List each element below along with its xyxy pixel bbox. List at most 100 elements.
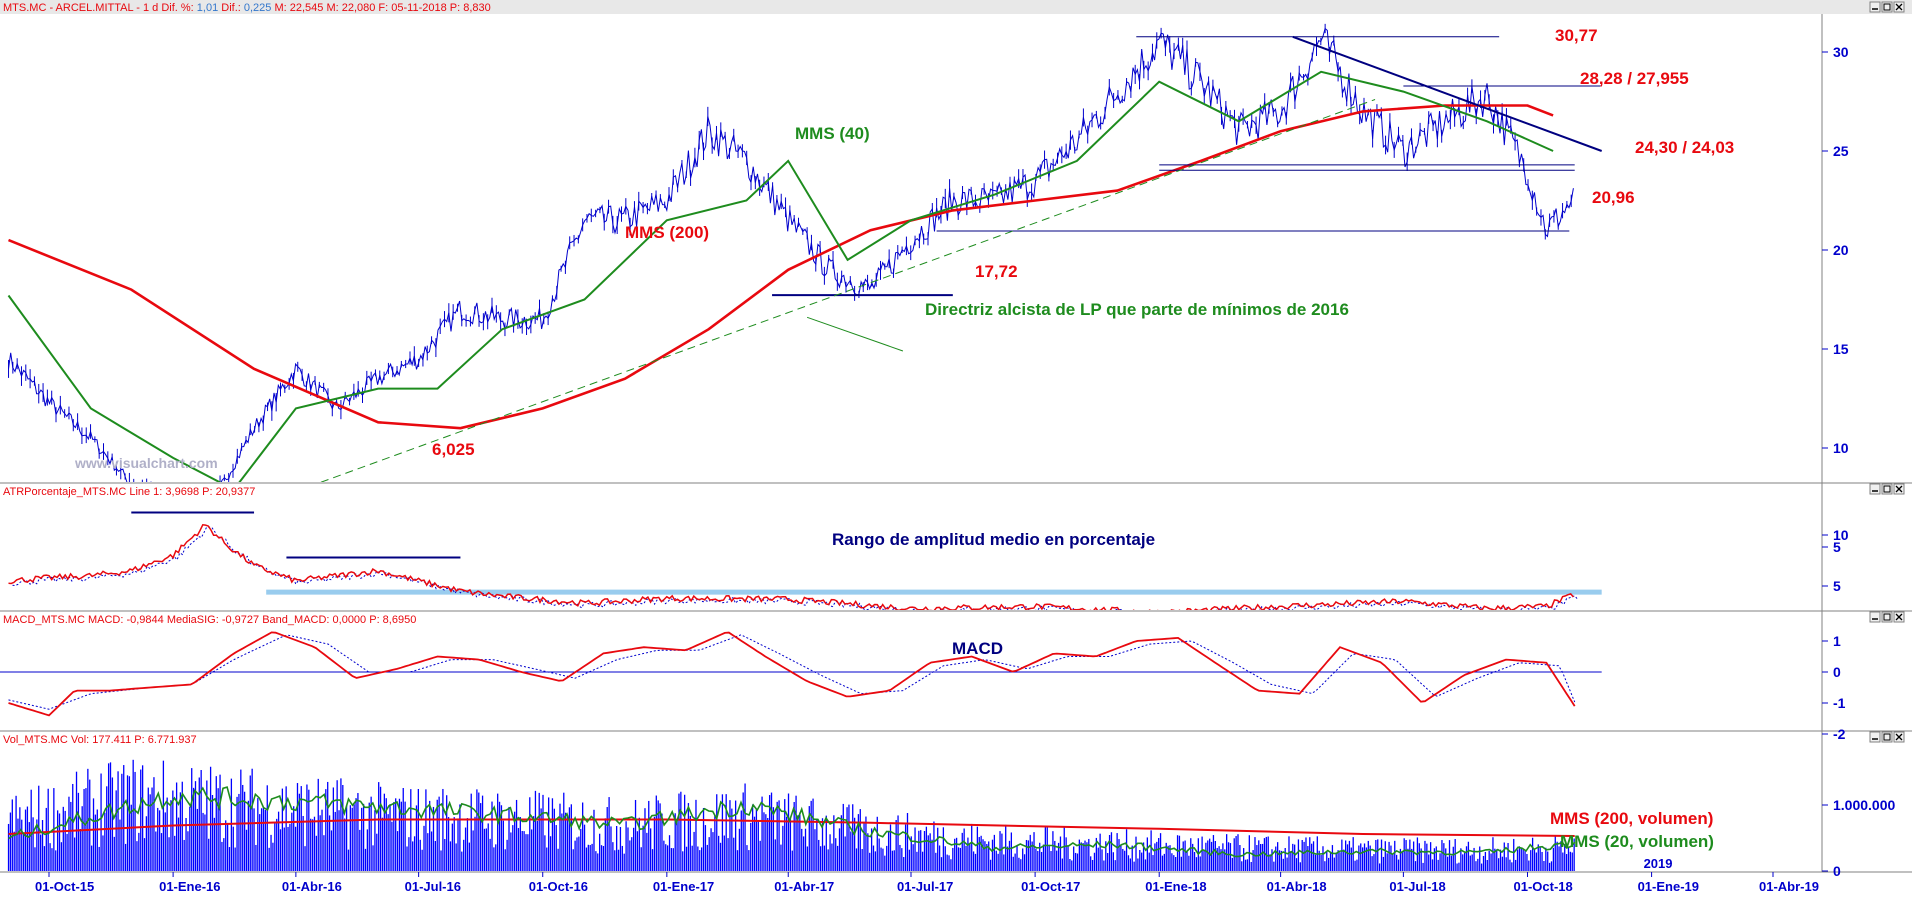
macd-line <box>8 631 1576 717</box>
price-series-line <box>8 27 1574 482</box>
date-tick-label: 01-Abr-16 <box>282 879 342 892</box>
atr-header: ATRPorcentaje_MTS.MC Line 1: 3,9698 P: 2… <box>3 486 255 498</box>
atr-maximize-button[interactable] <box>1881 483 1893 495</box>
date-tick-label: 01-Oct-16 <box>529 879 588 892</box>
price-maximize-button[interactable] <box>1881 1 1893 13</box>
date-tick-label: 01-Oct-15 <box>35 879 94 892</box>
label-vol-mms200: MMS (200, volumen) <box>1550 809 1713 828</box>
label-atr-title: Rango de amplitud medio en porcentaje <box>832 530 1155 549</box>
price-tick-label: 5 <box>1833 539 1841 555</box>
atr-panel <box>8 511 1602 610</box>
vol-mms200-line <box>8 818 1575 837</box>
macd-signal-line <box>8 634 1576 710</box>
label-30-77: 30,77 <box>1555 26 1598 45</box>
date-tick-label: 01-Ene-17 <box>653 879 714 892</box>
vol-minimize-button[interactable] <box>1869 731 1881 743</box>
watermark: www.visualchart.com <box>74 455 218 471</box>
price-header-m1: M: 22,545 <box>274 2 326 14</box>
date-tick-label: 01-Jul-18 <box>1389 879 1445 892</box>
price-minimize-button[interactable] <box>1869 1 1881 13</box>
atr-minimize-button[interactable] <box>1869 483 1881 495</box>
date-tick-label: 01-Oct-17 <box>1021 879 1080 892</box>
vol-header-p: P: 6.771.937 <box>134 734 196 746</box>
panel-frames <box>0 0 1912 873</box>
price-header-date: F: 05-11-2018 <box>378 2 449 14</box>
label-24-30: 24,30 / 24,03 <box>1635 138 1734 157</box>
atr-window-buttons <box>1869 483 1905 495</box>
macd-tick-label: 0 <box>1833 664 1841 680</box>
label-20-96: 20,96 <box>1592 188 1635 207</box>
label-6-025: 6,025 <box>432 440 475 459</box>
macd-minimize-button[interactable] <box>1869 611 1881 623</box>
label-mms40: MMS (40) <box>795 124 870 143</box>
date-tick-label: 01-Ene-16 <box>159 879 220 892</box>
price-bars <box>8 23 1572 482</box>
long-term-trendline <box>320 99 1376 482</box>
price-close-button[interactable] <box>1893 1 1905 13</box>
vol-tick-label: 0 <box>1833 863 1841 879</box>
vol-mms20-line <box>8 786 1576 858</box>
macd-header-macd: MACD: -0,9844 <box>88 614 167 626</box>
macd-header-name: MACD_MTS.MC <box>3 614 88 626</box>
mms200-line <box>8 104 1554 430</box>
mms40-line <box>7 70 1554 482</box>
vol-header-vol: Vol: 177.411 <box>71 734 134 746</box>
vol-close-button[interactable] <box>1893 731 1905 743</box>
volume-panel <box>7 759 1576 871</box>
atr-header-line: Line 1: 3,9698 <box>129 486 202 498</box>
label-17-72: 17,72 <box>975 262 1018 281</box>
price-header-dif-value: 0,225 <box>241 2 275 14</box>
date-tick-label: 01-Abr-18 <box>1267 879 1327 892</box>
macd-tick-label: -1 <box>1833 695 1846 711</box>
vol-header-name: Vol_MTS.MC <box>3 734 71 746</box>
macd-tick-label: 1 <box>1833 633 1841 649</box>
macd-tick-label: -2 <box>1833 726 1846 742</box>
date-tick-label: 01-Abr-19 <box>1759 879 1819 892</box>
atr-header-p: P: 20,9377 <box>202 486 255 498</box>
vol-maximize-button[interactable] <box>1881 731 1893 743</box>
vol-window-buttons <box>1869 731 1905 743</box>
date-tick-label: 01-Jul-16 <box>405 879 461 892</box>
price-header-p: P: 8,830 <box>450 2 491 14</box>
price-header-symbol: MTS.MC - ARCEL.MITTAL - <box>3 2 143 14</box>
atr-header-name: ATRPorcentaje_MTS.MC <box>3 486 129 498</box>
macd-header: MACD_MTS.MC MACD: -0,9844 MediaSIG: -0,9… <box>3 614 416 626</box>
price-header: MTS.MC - ARCEL.MITTAL - 1 d Dif. %: 1,01… <box>3 2 491 14</box>
label-28-28: 28,28 / 27,955 <box>1580 69 1689 88</box>
atr-tick-label: 5 <box>1833 578 1841 594</box>
macd-close-button[interactable] <box>1893 611 1905 623</box>
price-tick-label: 15 <box>1833 341 1849 357</box>
date-tick-label: 01-Ene-19 <box>1638 879 1699 892</box>
trendline-pointer <box>806 316 904 352</box>
year-marker: 2019 <box>1644 856 1673 871</box>
atr-close-button[interactable] <box>1893 483 1905 495</box>
macd-header-sig: MediaSIG: -0,9727 <box>167 614 262 626</box>
price-header-dif-label: Dif.: <box>221 2 241 14</box>
price-header-dif-pct-value: 1,01 <box>194 2 222 14</box>
label-macd: MACD <box>952 639 1003 658</box>
price-tick-label: 25 <box>1833 143 1849 159</box>
price-tick-label: 10 <box>1833 440 1849 456</box>
price-header-m2: M: 22,080 <box>326 2 378 14</box>
atr-line <box>8 523 1574 610</box>
macd-maximize-button[interactable] <box>1881 611 1893 623</box>
macd-window-buttons <box>1869 611 1905 623</box>
date-tick-label: 01-Oct-18 <box>1513 879 1572 892</box>
date-tick-label: 01-Jul-17 <box>897 879 953 892</box>
macd-header-band: Band_MACD: 0,0000 <box>262 614 369 626</box>
bearish-trendline <box>1292 35 1603 152</box>
vol-header: Vol_MTS.MC Vol: 177.411 P: 6.771.937 <box>3 734 197 746</box>
date-tick-label: 01-Ene-18 <box>1145 879 1206 892</box>
price-tick-label: 30 <box>1833 44 1849 60</box>
price-tick-label: 20 <box>1833 242 1849 258</box>
macd-header-p: P: 8,6950 <box>369 614 416 626</box>
label-vol-mms20: MMS (20, volumen) <box>1560 832 1714 851</box>
label-mms200: MMS (200) <box>625 223 709 242</box>
macd-panel <box>0 631 1602 717</box>
vol-tick-label: 1.000.000 <box>1833 797 1895 813</box>
price-header-period: 1 d <box>143 2 161 14</box>
price-panel <box>7 23 1603 482</box>
